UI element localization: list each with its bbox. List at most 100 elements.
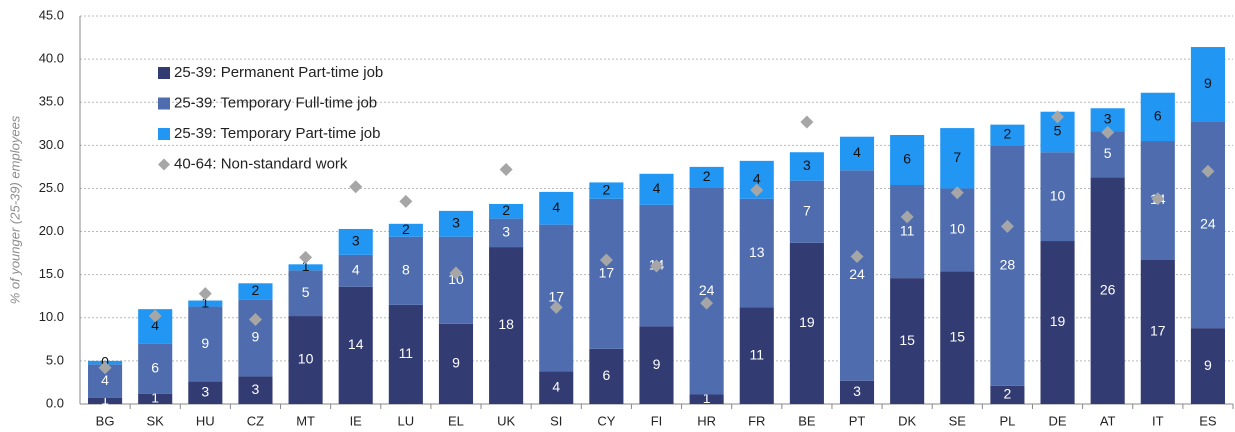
value-label: 6 — [1154, 108, 1162, 124]
value-label: 11 — [900, 222, 915, 238]
bar-segment — [388, 223, 423, 237]
value-label: 3 — [252, 381, 260, 397]
value-label: 24 — [1200, 215, 1216, 231]
bar-segment — [839, 170, 875, 381]
value-label: 5 — [302, 284, 310, 300]
y-tick-label: 25.0 — [39, 180, 64, 195]
marker — [349, 180, 363, 194]
value-label: 6 — [151, 359, 159, 375]
marker — [800, 115, 814, 129]
bar-segment — [188, 300, 223, 307]
legend-label: 25-39: Temporary Full-time job — [174, 94, 377, 111]
x-tick-label: LU — [398, 413, 415, 428]
value-label: 10 — [298, 351, 314, 367]
value-label: 4 — [653, 180, 661, 196]
x-tick-label: AT — [1100, 413, 1116, 428]
x-tick-label: ES — [1199, 413, 1217, 428]
value-label: 2 — [252, 282, 260, 298]
marker — [98, 361, 112, 375]
value-label: 9 — [1204, 357, 1212, 373]
value-label: 2 — [1004, 126, 1012, 142]
bar-segment — [1140, 92, 1175, 142]
value-label: 14 — [348, 336, 364, 352]
value-label: 2 — [502, 202, 510, 218]
marker — [850, 250, 864, 264]
bar-segment — [489, 247, 524, 404]
bar-segment — [739, 307, 774, 404]
value-label: 17 — [599, 265, 615, 281]
bar-segment — [890, 278, 925, 404]
bar-segment — [438, 323, 474, 404]
value-label: 13 — [749, 244, 765, 260]
bar-segment — [288, 264, 323, 271]
bar-segment — [940, 188, 975, 272]
marker — [1000, 219, 1014, 233]
y-tick-label: 5.0 — [46, 352, 64, 367]
x-tick-label: FR — [748, 413, 765, 428]
x-tick-label: MT — [296, 413, 315, 428]
value-label: 9 — [653, 356, 661, 372]
x-tick-label: PT — [849, 413, 866, 428]
marker — [599, 253, 613, 267]
value-label: 11 — [749, 346, 764, 362]
value-label: 7 — [953, 149, 961, 165]
marker — [299, 250, 313, 264]
bar-segment — [589, 182, 624, 199]
bar-segment — [1040, 152, 1075, 242]
marker — [248, 313, 262, 327]
bar-segment — [388, 304, 423, 404]
value-label: 5 — [1054, 123, 1062, 139]
bar-segment — [639, 326, 674, 404]
bar-segment — [138, 393, 173, 404]
x-tick-label: SE — [949, 413, 967, 428]
value-label: 11 — [399, 345, 414, 361]
legend-marker — [158, 158, 170, 171]
x-tick-label: IT — [1152, 413, 1164, 428]
value-label: 3 — [853, 383, 861, 399]
value-label: 3 — [452, 214, 460, 230]
marker — [1151, 192, 1165, 206]
x-tick-label: CY — [597, 413, 615, 428]
y-tick-label: 45.0 — [39, 7, 64, 22]
bar-segment — [489, 218, 524, 248]
marker — [198, 287, 212, 301]
value-label: 26 — [1100, 281, 1116, 297]
marker — [148, 309, 162, 323]
bar-segment — [789, 180, 824, 243]
value-label: 28 — [1000, 256, 1016, 272]
bar-segment — [990, 385, 1025, 404]
value-label: 3 — [502, 224, 510, 240]
marker — [1051, 110, 1065, 124]
bar-segment — [1040, 241, 1075, 404]
value-label: 0 — [101, 353, 109, 369]
value-label: 17 — [1150, 323, 1166, 339]
marker — [950, 186, 964, 200]
x-tick-label: BG — [96, 413, 115, 428]
value-label: 9 — [252, 329, 260, 345]
y-tick-label: 35.0 — [39, 94, 64, 109]
value-label: 1 — [151, 390, 159, 406]
value-label: 1 — [703, 390, 711, 406]
bar-segment — [839, 136, 875, 171]
value-label: 6 — [903, 151, 911, 167]
bar-segment — [1190, 47, 1225, 122]
value-label: 4 — [753, 171, 761, 187]
marker — [499, 162, 513, 176]
value-label: 3 — [352, 233, 360, 249]
x-tick-label: CZ — [247, 413, 264, 428]
value-label: 19 — [799, 314, 815, 330]
bar-segment — [689, 166, 724, 188]
value-label: 9 — [1204, 75, 1212, 91]
bar-segment — [188, 381, 223, 404]
bar-segment — [88, 397, 123, 404]
marker — [549, 300, 563, 314]
y-tick-label: 40.0 — [39, 51, 64, 66]
legend-marker — [158, 97, 170, 110]
value-label: 3 — [201, 383, 209, 399]
bar-segment — [188, 306, 223, 382]
marker — [1101, 125, 1115, 139]
y-tick-label: 15.0 — [39, 266, 64, 281]
marker — [900, 210, 914, 224]
bar-segment — [388, 236, 423, 305]
